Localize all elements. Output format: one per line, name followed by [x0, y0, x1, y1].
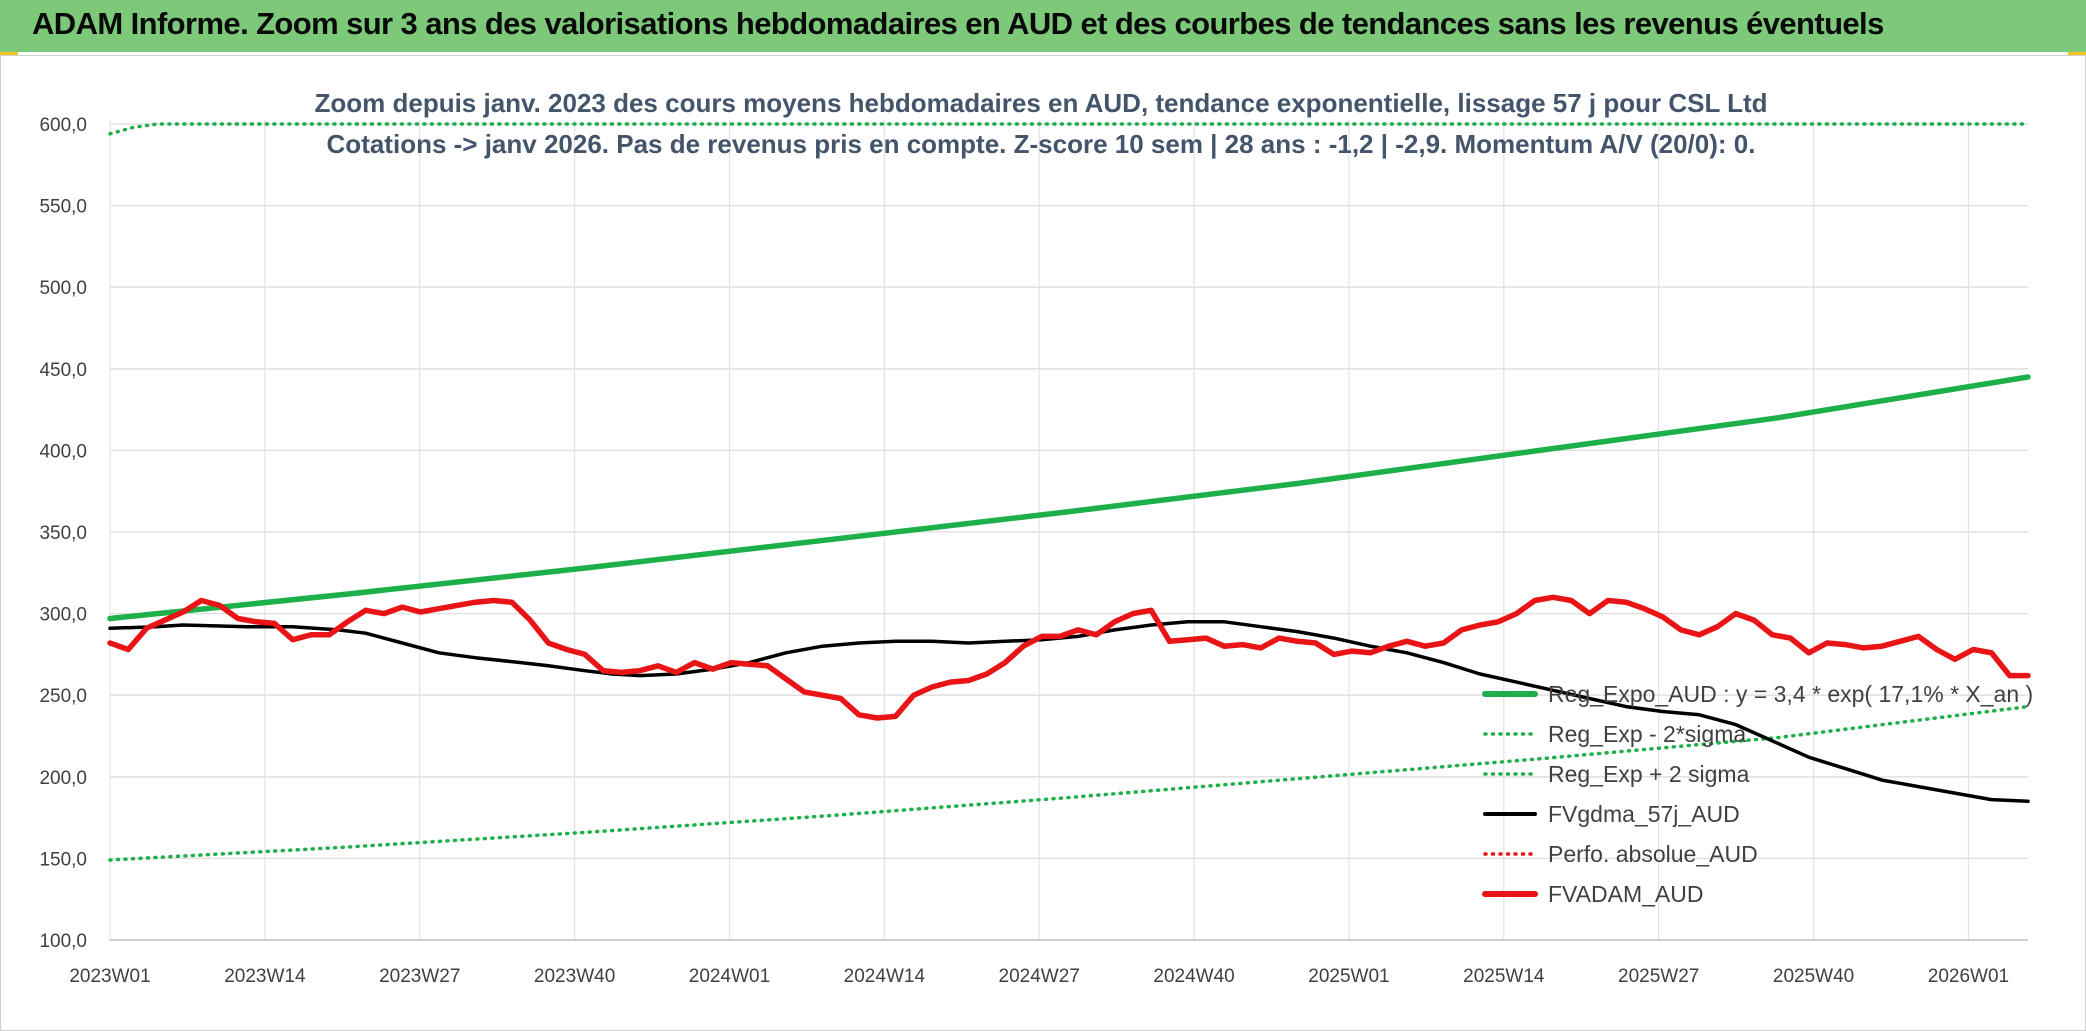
x-tick-label: 2025W14	[1463, 966, 1545, 987]
series-regexp-minus-line	[108, 704, 2030, 862]
y-tick-label: 500,0	[39, 278, 87, 299]
y-tick-label: 450,0	[39, 360, 87, 381]
series-lines	[107, 122, 2031, 862]
y-tick-label: 600,0	[39, 115, 87, 136]
legend-label: Reg_Exp - 2*sigma	[1548, 721, 1746, 747]
legend-label: Perfo. absolue_AUD	[1548, 841, 1758, 867]
series-regexpo-line	[107, 374, 2031, 622]
series-fvadam-line	[107, 594, 2031, 721]
x-tick-label: 2025W01	[1308, 966, 1389, 987]
x-tick-label: 2025W27	[1618, 966, 1699, 987]
x-tick-label: 2024W40	[1153, 966, 1234, 987]
y-tick-label: 200,0	[39, 768, 87, 789]
series-fvgdma-line	[108, 620, 2030, 804]
x-tick-label: 2024W14	[844, 966, 926, 987]
x-tick-label: 2023W27	[379, 966, 460, 987]
x-tick-label: 2023W40	[534, 966, 615, 987]
x-tick-label: 2026W01	[1928, 966, 2009, 987]
series-regexp-plus-line	[108, 122, 2030, 136]
legend-label: Reg_Expo_AUD : y = 3,4 * exp( 17,1% * X_…	[1548, 681, 2033, 707]
chart-legend: Reg_Expo_AUD : y = 3,4 * exp( 17,1% * X_…	[1482, 681, 2033, 907]
x-tick-label: 2023W14	[224, 966, 306, 987]
header-accent-left	[0, 52, 18, 56]
y-tick-label: 100,0	[39, 931, 87, 952]
x-tick-label: 2024W27	[999, 966, 1080, 987]
x-axis-ticks: 2023W01 2023W14 2023W27 2023W40 2024W01 2024W…	[69, 966, 2009, 987]
chart-title-line1: Zoom depuis janv. 2023 des cours moyens …	[314, 88, 1767, 118]
y-tick-label: 550,0	[39, 197, 87, 218]
report-header: ADAM Informe. Zoom sur 3 ans des valoris…	[0, 0, 2086, 52]
y-tick-label: 150,0	[39, 849, 87, 870]
report-title: ADAM Informe. Zoom sur 3 ans des valoris…	[32, 6, 1884, 41]
legend-label: FVgdma_57j_AUD	[1548, 801, 1740, 827]
header-accent-right	[2068, 52, 2086, 56]
legend-label: Reg_Exp + 2 sigma	[1548, 761, 1750, 787]
x-tick-label: 2024W01	[689, 966, 770, 987]
y-tick-label: 300,0	[39, 605, 87, 626]
y-axis-ticks: 100,0 150,0 200,0 250,0 300,0 350,0 400,0 450,0…	[39, 115, 87, 952]
x-tick-label: 2023W01	[69, 966, 150, 987]
legend-label: FVADAM_AUD	[1548, 881, 1704, 907]
y-tick-label: 400,0	[39, 441, 87, 462]
x-tick-label: 2025W40	[1773, 966, 1854, 987]
grid-lines	[109, 120, 2028, 941]
y-tick-label: 250,0	[39, 686, 87, 707]
chart-title-line2: Cotations -> janv 2026. Pas de revenus p…	[327, 129, 1756, 159]
y-tick-label: 350,0	[39, 523, 87, 544]
